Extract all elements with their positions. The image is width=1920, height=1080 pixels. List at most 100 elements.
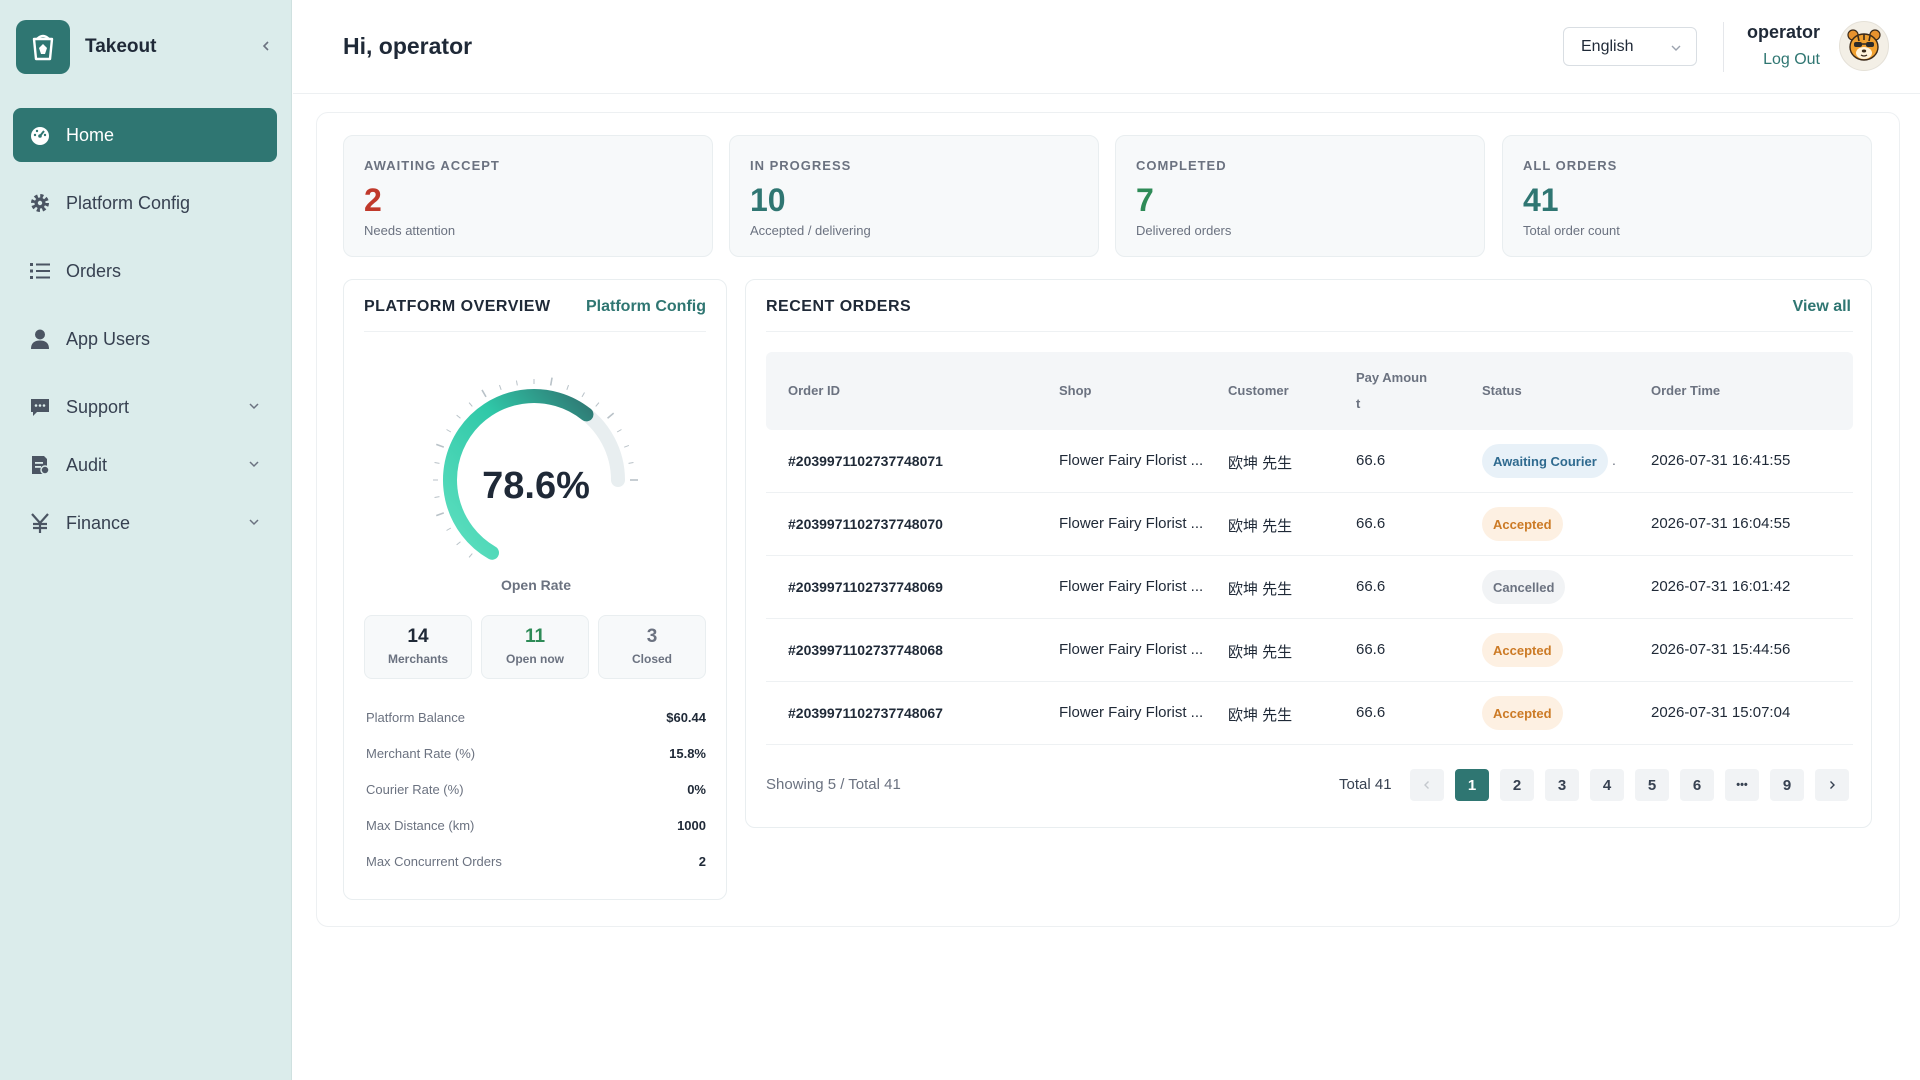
avatar[interactable] bbox=[1839, 21, 1889, 71]
kv-value: 2 bbox=[698, 854, 706, 869]
recent-orders-title: RECENT ORDERS bbox=[766, 298, 912, 315]
page-button-4[interactable]: 4 bbox=[1590, 769, 1624, 801]
page-button-6[interactable]: 6 bbox=[1680, 769, 1714, 801]
table-row[interactable]: #2039971102737748069 Flower Fairy Floris… bbox=[766, 556, 1853, 619]
stat-card-completed[interactable]: COMPLETED 7 Delivered orders bbox=[1115, 135, 1485, 257]
status-badge: Accepted bbox=[1482, 696, 1563, 730]
stat-value: 10 bbox=[750, 182, 786, 218]
chevron-down-icon bbox=[249, 403, 259, 410]
view-all-link[interactable]: View all bbox=[1792, 298, 1851, 315]
page-button-2[interactable]: 2 bbox=[1500, 769, 1534, 801]
stat-card-all-orders[interactable]: ALL ORDERS 41 Total order count bbox=[1502, 135, 1872, 257]
customer-name: 欧坤 先生 bbox=[1228, 518, 1293, 535]
sidebar-item-support[interactable]: Support bbox=[13, 380, 277, 434]
gauge-tick bbox=[434, 461, 440, 464]
pay-amount: 66.6 bbox=[1356, 704, 1386, 721]
gauge-tick bbox=[628, 461, 634, 464]
sidebar-item-label: Home bbox=[66, 124, 115, 145]
gauge-tick bbox=[607, 412, 615, 419]
overview-title: PLATFORM OVERVIEW bbox=[364, 298, 551, 315]
kv-key: Platform Balance bbox=[366, 710, 465, 725]
stat-label: COMPLETED bbox=[1136, 158, 1227, 173]
gauge-tick bbox=[434, 496, 440, 499]
order-id[interactable]: #2039971102737748069 bbox=[788, 579, 943, 595]
chevron-right-icon bbox=[1830, 781, 1835, 789]
divider bbox=[364, 331, 706, 332]
column-header-order-time[interactable]: Order Time bbox=[1651, 383, 1721, 398]
table-row[interactable]: #2039971102737748068 Flower Fairy Floris… bbox=[766, 619, 1853, 682]
platform-config-link[interactable]: Platform Config bbox=[586, 298, 706, 315]
page-button-3[interactable]: 3 bbox=[1545, 769, 1579, 801]
column-header-customer[interactable]: Customer bbox=[1228, 383, 1289, 398]
stat-card-awaiting[interactable]: AWAITING ACCEPT 2 Needs attention bbox=[343, 135, 713, 257]
sidebar-item-orders[interactable]: Orders bbox=[13, 244, 277, 298]
page-button-9[interactable]: 9 bbox=[1770, 769, 1804, 801]
status-badge: Cancelled bbox=[1482, 570, 1566, 604]
table-row[interactable]: #2039971102737748067 Flower Fairy Floris… bbox=[766, 682, 1853, 745]
pay-amount: 66.6 bbox=[1356, 578, 1386, 595]
order-time: 2026-07-31 16:04:55 bbox=[1651, 515, 1791, 532]
app-name: Takeout bbox=[85, 36, 157, 57]
kv-key: Courier Rate (%) bbox=[366, 782, 464, 797]
sidebar-item-app-users[interactable]: App Users bbox=[13, 312, 277, 366]
collapse-sidebar-icon[interactable] bbox=[256, 36, 276, 56]
takeout-logo-icon bbox=[16, 20, 70, 74]
table-row[interactable]: #2039971102737748070 Flower Fairy Floris… bbox=[766, 493, 1853, 556]
stat-card-in-progress[interactable]: IN PROGRESS 10 Accepted / delivering bbox=[729, 135, 1099, 257]
status-overflow: . bbox=[1612, 452, 1616, 468]
customer-name: 欧坤 先生 bbox=[1228, 455, 1293, 472]
sidebar-item-platform-config[interactable]: Platform Config bbox=[13, 176, 277, 230]
table-row[interactable]: #2039971102737748071 Flower Fairy Floris… bbox=[766, 430, 1853, 493]
gauge-tick bbox=[435, 443, 445, 448]
order-id[interactable]: #2039971102737748068 bbox=[788, 642, 943, 658]
order-id[interactable]: #2039971102737748071 bbox=[788, 453, 943, 469]
order-id[interactable]: #2039971102737748070 bbox=[788, 516, 943, 532]
stat-sub: Needs attention bbox=[364, 223, 456, 238]
gauge-ticks bbox=[433, 377, 638, 558]
page-ellipsis-button[interactable]: ••• bbox=[1725, 769, 1759, 801]
logout-link[interactable]: Log Out bbox=[1763, 51, 1820, 68]
prev-page-button[interactable] bbox=[1410, 769, 1444, 801]
column-header-pay-amount[interactable]: Pay Amoun bbox=[1356, 370, 1428, 385]
shop-name: Flower Fairy Florist ... bbox=[1059, 515, 1204, 532]
sidebar-item-home[interactable]: Home bbox=[13, 108, 277, 162]
user-name: operator bbox=[1746, 22, 1820, 42]
brand[interactable]: Takeout bbox=[16, 20, 276, 74]
kv-merchant-rate: Merchant Rate (%) 15.8% bbox=[366, 746, 706, 766]
stat-value: 7 bbox=[1136, 182, 1154, 218]
chevron-down-icon bbox=[249, 461, 259, 468]
platform-overview-card: PLATFORM OVERVIEW Platform Config 78.6% … bbox=[343, 279, 727, 900]
gauge-tick bbox=[468, 553, 473, 558]
column-header-shop[interactable]: Shop bbox=[1059, 383, 1092, 398]
table-header: Order ID Shop Customer Pay Amoun t Statu… bbox=[766, 352, 1853, 430]
column-header-order-id[interactable]: Order ID bbox=[788, 383, 841, 398]
showing-summary: Showing 5 / Total 41 bbox=[766, 776, 901, 793]
language-select[interactable]: English bbox=[1563, 27, 1697, 66]
mini-label: Closed bbox=[631, 652, 672, 666]
divider bbox=[766, 331, 1853, 332]
stat-sub: Delivered orders bbox=[1136, 223, 1232, 238]
stat-sub: Total order count bbox=[1523, 223, 1620, 238]
top-header: Hi, operator English operator Log Out bbox=[293, 0, 1920, 94]
shop-name: Flower Fairy Florist ... bbox=[1059, 578, 1204, 595]
mini-label: Open now bbox=[506, 652, 564, 666]
open-rate-gauge bbox=[433, 377, 638, 560]
column-header-status[interactable]: Status bbox=[1482, 383, 1522, 398]
shop-name: Flower Fairy Florist ... bbox=[1059, 452, 1204, 469]
sidebar-item-finance[interactable]: Finance bbox=[13, 496, 277, 550]
stat-value: 41 bbox=[1523, 182, 1559, 218]
gauge-tick bbox=[468, 402, 473, 407]
page-button-1[interactable]: 1 bbox=[1455, 769, 1489, 801]
gauge-fill bbox=[443, 389, 594, 560]
sidebar-item-label: Orders bbox=[66, 260, 122, 281]
sidebar-item-label: Audit bbox=[66, 454, 108, 475]
order-id[interactable]: #2039971102737748067 bbox=[788, 705, 943, 721]
sidebar-item-audit[interactable]: Audit bbox=[13, 438, 277, 492]
language-value: English bbox=[1581, 37, 1634, 55]
pay-amount: 66.6 bbox=[1356, 515, 1386, 532]
gauge-label: Open Rate bbox=[500, 577, 571, 593]
page-button-5[interactable]: 5 bbox=[1635, 769, 1669, 801]
next-page-button[interactable] bbox=[1815, 769, 1849, 801]
list-icon bbox=[28, 259, 52, 283]
stat-value: 2 bbox=[364, 182, 382, 218]
